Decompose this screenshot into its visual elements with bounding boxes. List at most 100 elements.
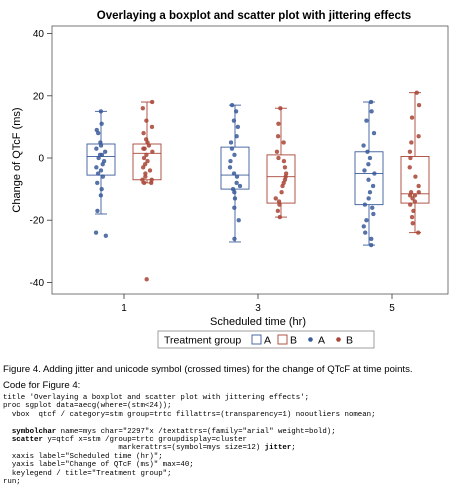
scatter-point-B [276, 121, 281, 126]
scatter-point-B [275, 134, 281, 139]
scatter-point-A [235, 124, 240, 130]
y-tick-label: -20 [30, 216, 45, 227]
scatter-point-B [411, 208, 416, 214]
x-tick-label: 1 [121, 303, 127, 314]
scatter-point-A [228, 158, 233, 164]
scatter-point-A [103, 149, 108, 154]
code-keyword: symbolchar [11, 427, 57, 436]
scatter-point-A [100, 174, 106, 179]
scatter-point-B [140, 106, 145, 111]
code-line: proc sgplot data=aecg(where=(stm<24)); [3, 402, 172, 411]
legend-label: A [264, 335, 271, 347]
scatter-point-B [282, 165, 288, 170]
scatter-point-B [281, 158, 287, 164]
scatter-point-A [96, 155, 101, 161]
scatter-point-B [410, 196, 415, 201]
scatter-point-A [366, 177, 371, 182]
scatter-point-A [369, 242, 374, 248]
box-layer [86, 92, 430, 246]
scatter-point-B [144, 277, 149, 282]
scatter-point-B [149, 124, 155, 130]
y-tick-label: 20 [33, 91, 45, 102]
code-line: title 'Overlaying a boxplot and scatter … [3, 394, 310, 402]
box-5-A [354, 101, 384, 246]
scatter-point-B [414, 90, 419, 95]
scatter-point-A [229, 146, 235, 151]
scatter-point-A [93, 230, 99, 235]
scatter-point-A [95, 208, 100, 214]
scatter-point-A [227, 165, 233, 170]
figure-caption: Figure 4. Adding jitter and unicode symb… [3, 364, 413, 375]
scatter-point-B [280, 183, 285, 189]
scatter-point-B [416, 134, 421, 139]
scatter-point-A [371, 130, 377, 136]
scatter-point-A [362, 168, 367, 173]
plot-area [51, 25, 449, 295]
scatter-point-A [99, 121, 104, 126]
code-line: vbox qtcf / category=stm group=trtc fill… [3, 410, 376, 419]
scatter-point-A [95, 171, 101, 176]
scatter-point-B [147, 168, 153, 173]
scatter-point-A [367, 190, 373, 195]
scatter-point-B [142, 162, 148, 167]
scatter-point-A [94, 146, 99, 151]
scatter-point-A [366, 162, 371, 167]
code-line: keylegend / title="Treatment group"; [3, 469, 172, 478]
scatter-point-B [416, 102, 422, 108]
scatter-point-A [369, 109, 374, 114]
scatter-point-B [409, 214, 415, 220]
scatter-point-B [274, 149, 280, 154]
scatter-point-B [150, 149, 155, 154]
boxplot-scatter-chart: Overlaying a boxplot and scatter plot wi… [11, 10, 449, 349]
code-line: yaxis label="Change of QTcF (ms)" max=40… [3, 461, 194, 470]
scatter-point-A [232, 205, 237, 210]
scatter-point-A [231, 118, 237, 123]
scatter-point-B [143, 174, 148, 179]
scatter-point-A [98, 193, 104, 198]
scatter-point-B [141, 165, 146, 170]
scatter-point-A [237, 183, 243, 189]
scatter-point-B [145, 158, 150, 164]
scatter-point-B [276, 155, 281, 161]
scatter-point-A [363, 230, 368, 235]
code-line: xaxis label="Scheduled time (hr)"; [3, 452, 163, 461]
scatter-point-A [365, 149, 370, 154]
scatter-point-A [361, 224, 366, 229]
scatter-point-B [141, 180, 147, 186]
code-keyword: jitter [264, 444, 292, 453]
code-heading: Code for Figure 4: [3, 380, 81, 391]
legend-box-swatch [277, 334, 288, 345]
code-line: scatter y=qtcf x=stm /group=trtc groupdi… [11, 435, 247, 444]
scatter-point-B [416, 183, 421, 189]
scatter-point-A [231, 171, 237, 176]
scatter-point-A [103, 233, 108, 238]
code-line: run; [3, 477, 21, 486]
scatter-point-A [95, 180, 100, 186]
x-tick-label: 3 [255, 303, 261, 314]
scatter-point-B [412, 193, 418, 198]
chart-title: Overlaying a boxplot and scatter plot wi… [97, 10, 411, 22]
scatter-point-A [98, 168, 104, 173]
scatter-point-B [416, 190, 421, 195]
scatter-point-B [407, 193, 413, 198]
scatter-point-A [372, 171, 377, 176]
legend-title: Treatment group [164, 335, 241, 347]
scatter-point-A [361, 143, 366, 148]
scatter-point-A [100, 162, 105, 167]
scatter-point-A [232, 190, 237, 195]
scatter-layer [93, 90, 422, 282]
scatter-point-B [407, 165, 412, 170]
scatter-point-B [144, 152, 149, 158]
scatter-point-B [416, 230, 421, 235]
legend-label: B [290, 335, 297, 347]
scatter-point-B [144, 118, 149, 123]
scatter-point-A [236, 218, 241, 223]
code-line [3, 419, 376, 427]
box-1-A [86, 110, 116, 215]
scatter-point-B [273, 196, 278, 201]
scatter-point-B [277, 202, 282, 207]
scatter-point-A [228, 140, 234, 145]
chart-figure: Overlaying a boxplot and scatter plot wi… [11, 10, 449, 349]
scatter-point-A [368, 99, 374, 105]
